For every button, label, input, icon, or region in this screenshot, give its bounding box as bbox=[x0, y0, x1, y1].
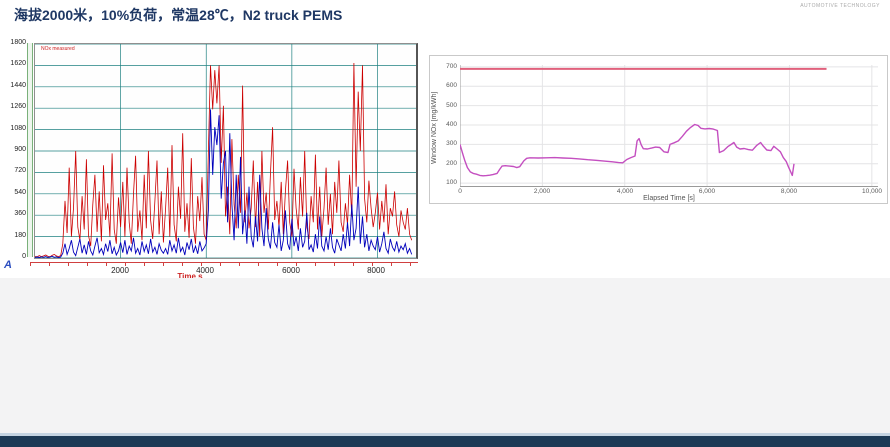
y-tick-label: 500 bbox=[446, 102, 457, 109]
raw-trace-x-axis-line bbox=[30, 262, 418, 266]
raw-trace-plot-area bbox=[34, 43, 418, 259]
x-tick-label: 8,000 bbox=[780, 188, 798, 195]
x-tick-label: 4,000 bbox=[616, 188, 634, 195]
y-tick-label: 720 bbox=[14, 167, 26, 174]
window-nox-chart-svg bbox=[460, 65, 878, 187]
x-tick-label: 4000 bbox=[196, 266, 214, 275]
y-tick-label: 1260 bbox=[10, 103, 26, 110]
y-tick-label: 1620 bbox=[10, 60, 26, 67]
result-panel: Emission Result Effective Window Ratio N… bbox=[0, 278, 890, 433]
y-tick-label: 540 bbox=[14, 189, 26, 196]
x-tick-label: 2,000 bbox=[533, 188, 551, 195]
raw-trace-chart-svg bbox=[34, 43, 416, 259]
raw-trace-legend: NOx measured bbox=[41, 46, 75, 52]
x-tick-label: 2000 bbox=[111, 266, 129, 275]
y-tick-label: 200 bbox=[446, 160, 457, 167]
y-tick-label: 900 bbox=[14, 146, 26, 153]
logo-text: AUTOMOTIVE TECHNOLOGY bbox=[800, 3, 880, 9]
y-tick-label: 180 bbox=[14, 232, 26, 239]
y-tick-label: 360 bbox=[14, 210, 26, 217]
y-tick-label: 300 bbox=[446, 140, 457, 147]
y-tick-label: 1080 bbox=[10, 125, 26, 132]
window-nox-x-axis-label: Elapsed Time [s] bbox=[643, 195, 695, 202]
x-tick-label: 6,000 bbox=[698, 188, 716, 195]
y-tick-label: 400 bbox=[446, 121, 457, 128]
y-tick-label: 700 bbox=[446, 63, 457, 70]
y-tick-label: 0 bbox=[22, 253, 26, 260]
y-tick-label: 100 bbox=[446, 179, 457, 186]
toolbar-a-icon: A bbox=[4, 259, 12, 271]
y-tick-label: 600 bbox=[446, 82, 457, 89]
raw-trace-chart: NOx measured Time s A 0 180 360 540 720 900 10… bbox=[0, 38, 424, 281]
x-tick-label: 8000 bbox=[367, 266, 385, 275]
footer-band bbox=[0, 436, 890, 447]
slide-title: 海拔2000米，10%负荷，常温28℃，N2 truck PEMS bbox=[14, 7, 343, 23]
raw-trace-x-axis-label: Time s bbox=[177, 272, 203, 281]
window-nox-chart: Window NOx [mg/kWh] Elapsed Time [s] 100… bbox=[429, 55, 888, 204]
y-tick-label: 1440 bbox=[10, 82, 26, 89]
chart-window-left-strip bbox=[27, 43, 33, 257]
x-tick-label: 6000 bbox=[282, 266, 300, 275]
x-tick-label: 10,000 bbox=[862, 188, 882, 195]
y-tick-label: 1800 bbox=[10, 39, 26, 46]
x-tick-label: 0 bbox=[458, 188, 462, 195]
footer-accent-line bbox=[0, 433, 890, 436]
